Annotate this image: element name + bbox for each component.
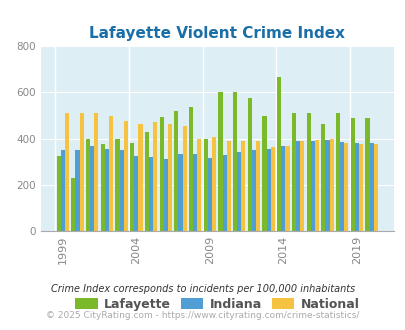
Bar [256,141,260,231]
Bar [320,123,325,231]
Bar [94,113,98,231]
Bar [79,113,83,231]
Bar [266,149,270,231]
Bar [61,150,65,231]
Bar [306,113,310,231]
Bar [163,159,167,231]
Bar [222,155,226,231]
Bar [167,123,171,231]
Bar [270,147,274,231]
Bar [109,115,113,231]
Bar [343,143,347,231]
Bar [291,113,295,231]
Bar [124,121,128,231]
Bar [153,122,157,231]
Bar [314,140,318,231]
Bar [104,149,109,231]
Text: Crime Index corresponds to incidents per 100,000 inhabitants: Crime Index corresponds to incidents per… [51,284,354,294]
Bar [65,113,69,231]
Bar [247,98,251,231]
Text: © 2025 CityRating.com - https://www.cityrating.com/crime-statistics/: © 2025 CityRating.com - https://www.city… [46,312,359,320]
Bar [193,154,197,231]
Bar [232,92,237,231]
Bar [329,139,333,231]
Bar [285,146,289,231]
Bar [241,141,245,231]
Bar [57,156,61,231]
Bar [119,150,124,231]
Bar [203,139,207,231]
Bar [115,139,119,231]
Bar [237,152,241,231]
Bar [182,126,186,231]
Bar [354,143,358,231]
Bar [90,146,94,231]
Bar [299,141,303,231]
Bar [159,117,163,231]
Bar [149,157,153,231]
Title: Lafayette Violent Crime Index: Lafayette Violent Crime Index [89,26,344,41]
Bar [310,141,314,231]
Bar [281,146,285,231]
Bar [350,118,354,231]
Bar [134,156,138,231]
Bar [71,178,75,231]
Bar [100,145,104,231]
Bar [145,132,149,231]
Bar [369,143,373,231]
Bar [226,141,230,231]
Bar [174,111,178,231]
Bar [218,92,222,231]
Bar [262,115,266,231]
Bar [86,139,90,231]
Bar [335,113,339,231]
Bar [188,108,193,231]
Bar [251,150,256,231]
Bar [277,77,281,231]
Bar [364,118,369,231]
Legend: Lafayette, Indiana, National: Lafayette, Indiana, National [70,293,364,316]
Bar [339,142,343,231]
Bar [295,141,299,231]
Bar [211,137,215,231]
Bar [358,145,362,231]
Bar [325,140,329,231]
Bar [138,123,142,231]
Bar [75,150,79,231]
Bar [130,143,134,231]
Bar [197,139,201,231]
Bar [178,154,182,231]
Bar [207,158,211,231]
Bar [373,145,377,231]
